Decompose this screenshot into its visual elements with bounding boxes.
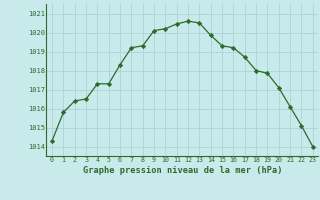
X-axis label: Graphe pression niveau de la mer (hPa): Graphe pression niveau de la mer (hPa) — [83, 166, 282, 175]
